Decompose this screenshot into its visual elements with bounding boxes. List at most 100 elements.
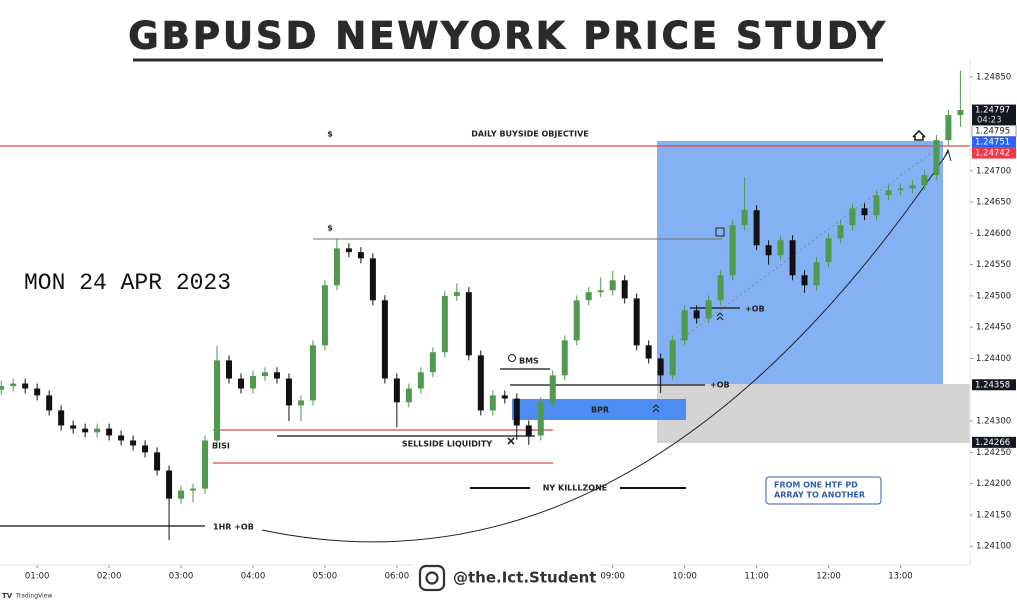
y-tick-label: 1.24650	[976, 198, 1011, 208]
annotation: SELLSIDE LIQUIDITY	[402, 440, 492, 449]
x-tick-label: 03:00	[169, 572, 194, 582]
candle-body	[897, 188, 904, 191]
candle-body	[10, 383, 17, 387]
y-tick-label: 1.24700	[976, 166, 1011, 176]
x-tick-label: 06:00	[385, 572, 410, 582]
house-icon	[912, 129, 926, 141]
candle-body	[190, 488, 197, 491]
candle-body	[573, 300, 580, 341]
dotted-path	[679, 149, 936, 341]
y-tick-label: 1.24850	[976, 72, 1011, 82]
candle-body	[621, 280, 628, 299]
candle-body	[945, 115, 952, 141]
premium-zone	[657, 141, 943, 384]
candle-body	[549, 375, 556, 403]
candle-body	[777, 240, 784, 256]
chevron-icon	[716, 312, 724, 321]
candle-body	[657, 358, 664, 376]
candle-body	[142, 445, 149, 453]
y-tick-label: 1.24250	[976, 448, 1011, 458]
watermark-box	[414, 561, 600, 595]
price-marker-label: 1.24266	[975, 438, 1010, 448]
arrow-head	[942, 148, 952, 162]
candle-body	[417, 372, 424, 389]
candle-body	[489, 395, 496, 411]
y-tick-label: 1.24550	[976, 260, 1011, 270]
price-marker	[972, 379, 1016, 391]
candle-body	[70, 425, 77, 429]
candle-body	[214, 360, 221, 441]
y-tick-label: 1.24150	[976, 510, 1011, 520]
annotation: 1HR +OB	[213, 523, 254, 532]
candle-body	[381, 300, 388, 379]
y-tick-label: 1.24400	[976, 354, 1011, 364]
annotation: $	[327, 224, 333, 233]
candle-body	[741, 210, 748, 226]
x-tick-label: 12:00	[816, 572, 841, 582]
candle-body	[357, 252, 364, 259]
annotation: $	[327, 130, 333, 139]
candle-body	[441, 295, 448, 353]
x-tick-label: 04:00	[241, 572, 266, 582]
price-marker-label: 1.24797	[975, 106, 1010, 116]
candle-body	[645, 345, 652, 359]
candle-body	[82, 428, 89, 433]
candle-body	[789, 240, 796, 276]
candle-body	[693, 310, 700, 319]
candle-body	[369, 258, 376, 301]
check-icon	[715, 227, 725, 237]
annotation: BPR	[591, 406, 609, 415]
candle-body	[46, 395, 53, 411]
candle-body	[429, 352, 436, 373]
candle-body	[921, 175, 928, 186]
price-marker-label: 1.24358	[975, 380, 1010, 390]
candle-body	[861, 208, 868, 216]
y-tick-label: 1.24500	[976, 291, 1011, 301]
x-tick-label: 13:00	[888, 572, 913, 582]
price-marker	[972, 136, 1016, 148]
annotation: +OB	[745, 305, 765, 314]
candles	[0, 70, 964, 540]
instagram-icon	[425, 571, 439, 585]
candle-body	[226, 360, 233, 379]
candle-body	[405, 388, 412, 403]
price-marker	[972, 436, 1016, 448]
x-tick-label: 02:00	[97, 572, 122, 582]
candle-body	[873, 195, 880, 216]
candle-body	[801, 275, 808, 286]
candle-body	[249, 376, 256, 389]
candle-body	[765, 245, 772, 256]
discount-zone	[657, 384, 970, 443]
candle-body	[321, 285, 328, 346]
candle-body	[525, 425, 532, 436]
candle-body	[597, 290, 604, 293]
candle-body	[238, 378, 245, 389]
candle-body	[501, 395, 508, 399]
instagram-icon	[418, 564, 446, 592]
candle-body	[261, 372, 268, 377]
candle-body	[130, 440, 137, 446]
bpr-box	[512, 399, 686, 420]
candle-body	[849, 208, 856, 226]
annotation: FROM ONE HTF PD	[774, 481, 858, 490]
candle-body	[34, 388, 41, 396]
candle-body	[813, 262, 820, 286]
countdown-box	[972, 115, 1016, 126]
x-tick-label: 10:00	[672, 572, 697, 582]
watermark: @the.Ict.Student	[453, 569, 596, 587]
y-tick-label: 1.24300	[976, 417, 1011, 427]
candle-body	[513, 398, 520, 426]
candle-body	[753, 210, 760, 246]
y-tick-label: 1.24600	[976, 229, 1011, 239]
x-tick-label: 05:00	[313, 572, 338, 582]
candle-body	[393, 378, 400, 403]
candle-body	[118, 435, 125, 441]
countdown: 04:23	[977, 116, 1002, 126]
x-icon	[507, 437, 515, 445]
candle-body	[154, 452, 161, 471]
y-tick-label: 1.24200	[976, 479, 1011, 489]
price-marker-label: 1.24751	[975, 138, 1010, 148]
candle-body	[58, 410, 65, 426]
price-marker	[972, 147, 1016, 159]
price-marker-label: 1.24742	[975, 149, 1010, 159]
